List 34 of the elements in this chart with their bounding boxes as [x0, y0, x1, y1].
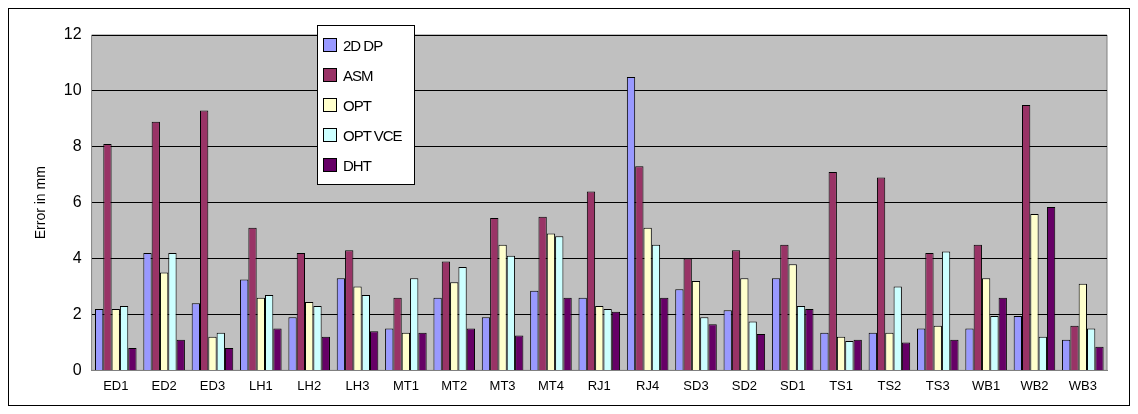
- y-tick-label: 4: [72, 249, 82, 267]
- y-tick-label: 2: [72, 304, 82, 322]
- x-tick-label: ED1: [103, 377, 129, 393]
- x-tick-label: RJ4: [636, 377, 660, 393]
- x-tick-label: TS2: [877, 377, 902, 393]
- x-tick-label: WB3: [1068, 377, 1097, 393]
- legend-label: 2D DP: [343, 36, 383, 54]
- x-tick-label: SD2: [731, 377, 757, 393]
- y-tick-label: 6: [72, 193, 82, 211]
- legend-label: OPT: [343, 96, 371, 114]
- x-tick-label: LH2: [297, 377, 322, 393]
- x-tick-label: ED3: [199, 377, 226, 393]
- x-tick-label: WB1: [972, 377, 1001, 393]
- legend-label: OPT VCE: [343, 126, 402, 144]
- x-tick-label: MT4: [537, 377, 564, 393]
- x-tick-label: SD1: [780, 377, 806, 393]
- x-tick-label: RJ1: [587, 377, 611, 393]
- x-tick-label: ED2: [151, 377, 177, 393]
- y-tick-label: 8: [72, 137, 82, 155]
- x-tick-label: MT2: [441, 377, 468, 393]
- legend-label: ASM: [343, 66, 373, 84]
- x-tick-label: TS3: [925, 377, 950, 393]
- legend-label: DHT: [343, 156, 371, 174]
- x-tick-label: TS1: [829, 377, 853, 393]
- x-tick-label: SD3: [683, 377, 709, 393]
- y-tick-label: 0: [72, 360, 82, 378]
- x-tick-label: MT3: [489, 377, 516, 393]
- x-tick-label: WB2: [1020, 377, 1049, 393]
- x-tick-label: LH3: [345, 377, 370, 393]
- y-tick-label: 10: [63, 81, 82, 99]
- x-tick-label: LH1: [248, 377, 273, 393]
- x-tick-label: MT1: [392, 377, 419, 393]
- y-tick-label: 12: [63, 25, 82, 43]
- y-axis-title: Error in mm: [32, 166, 49, 240]
